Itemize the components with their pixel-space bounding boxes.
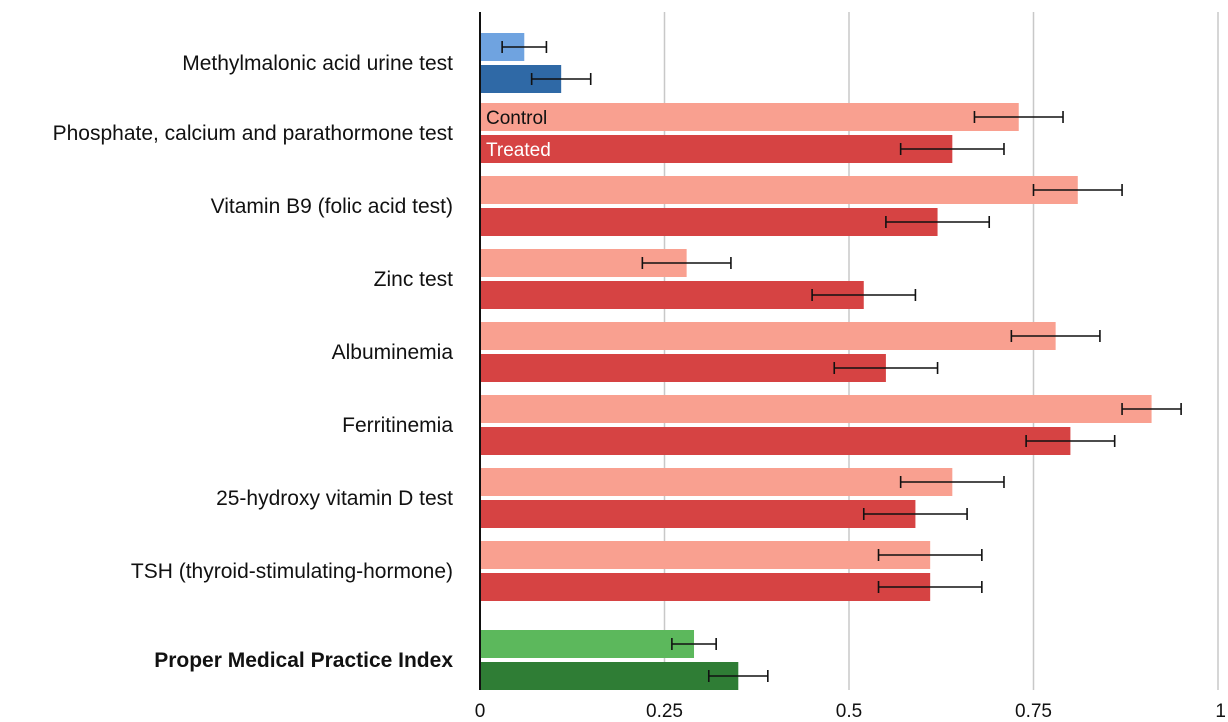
x-tick-label: 0.5 [836, 701, 862, 722]
series-label-treated: Treated [486, 140, 551, 161]
x-tick-label: 1 [1215, 701, 1226, 722]
bar-control [481, 103, 1019, 131]
bar-control [481, 395, 1152, 423]
bar-treated [481, 281, 864, 309]
category-label: Methylmalonic acid urine test [182, 52, 453, 75]
bar-treated [481, 427, 1071, 455]
x-axis-ticks: 0 0.25 0.5 0.75 1 [475, 701, 1226, 722]
x-tick-label: 0.25 [646, 701, 683, 722]
bar-control [481, 541, 931, 569]
bar-treated [481, 354, 886, 382]
category-label: Vitamin B9 (folic acid test) [211, 195, 453, 218]
bar-treated [481, 500, 916, 528]
x-tick-label: 0.75 [1015, 701, 1052, 722]
bars [481, 33, 1152, 690]
category-labels: Methylmalonic acid urine test Control Trea… [53, 52, 551, 672]
bar-control [481, 322, 1056, 350]
bar-control [481, 176, 1078, 204]
category-label: Albuminemia [332, 341, 454, 364]
bar-control [481, 630, 695, 658]
x-tick-label: 0 [475, 701, 486, 722]
series-label-control: Control [486, 108, 547, 129]
bar-treated [481, 573, 931, 601]
category-label: 25-hydroxy vitamin D test [216, 487, 453, 510]
category-label: Phosphate, calcium and parathormone test [53, 122, 454, 145]
category-label: Zinc test [374, 268, 454, 291]
bar-treated [481, 208, 938, 236]
bar-control [481, 468, 953, 496]
category-label: Proper Medical Practice Index [154, 649, 453, 672]
bar-treated [481, 662, 739, 690]
error-bars [501, 41, 1182, 682]
category-label: Ferritinemia [342, 414, 453, 437]
bar-treated [481, 135, 953, 163]
category-label: TSH (thyroid-stimulating-hormone) [131, 560, 453, 583]
